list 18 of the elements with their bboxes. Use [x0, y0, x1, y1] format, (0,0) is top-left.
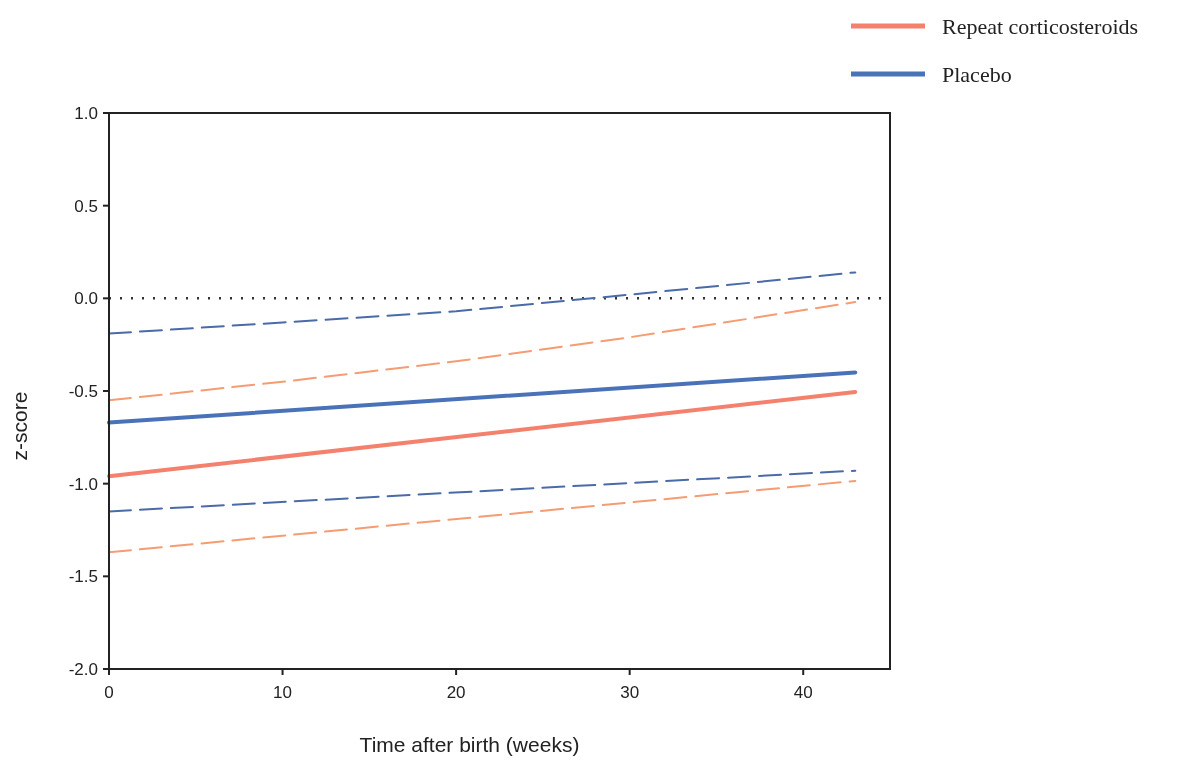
y-tick-label: -0.5 [68, 382, 98, 401]
legend-label: Repeat corticosteroids [942, 14, 1139, 39]
line-series [108, 301, 857, 402]
y-axis-title: z-score [8, 391, 31, 461]
y-tick-label: -1.0 [68, 474, 98, 494]
x-tick-label: 0 [104, 683, 114, 702]
x-tick-label: 40 [793, 683, 813, 702]
x-tick-label: 10 [273, 683, 293, 702]
legend-label: Placebo [942, 62, 1012, 87]
x-axis-title: Time after birth (weeks) [359, 733, 580, 756]
x-tick-label: 20 [446, 683, 466, 702]
y-tick-label: -2.0 [68, 660, 98, 679]
y-tick-label: -1.5 [68, 567, 98, 587]
line-series [108, 271, 857, 335]
x-tick-label: 30 [620, 683, 640, 702]
y-tick-label: 0.0 [74, 289, 98, 309]
y-tick-label: 0.5 [74, 196, 98, 216]
y-tick-label: 1.0 [74, 104, 98, 123]
